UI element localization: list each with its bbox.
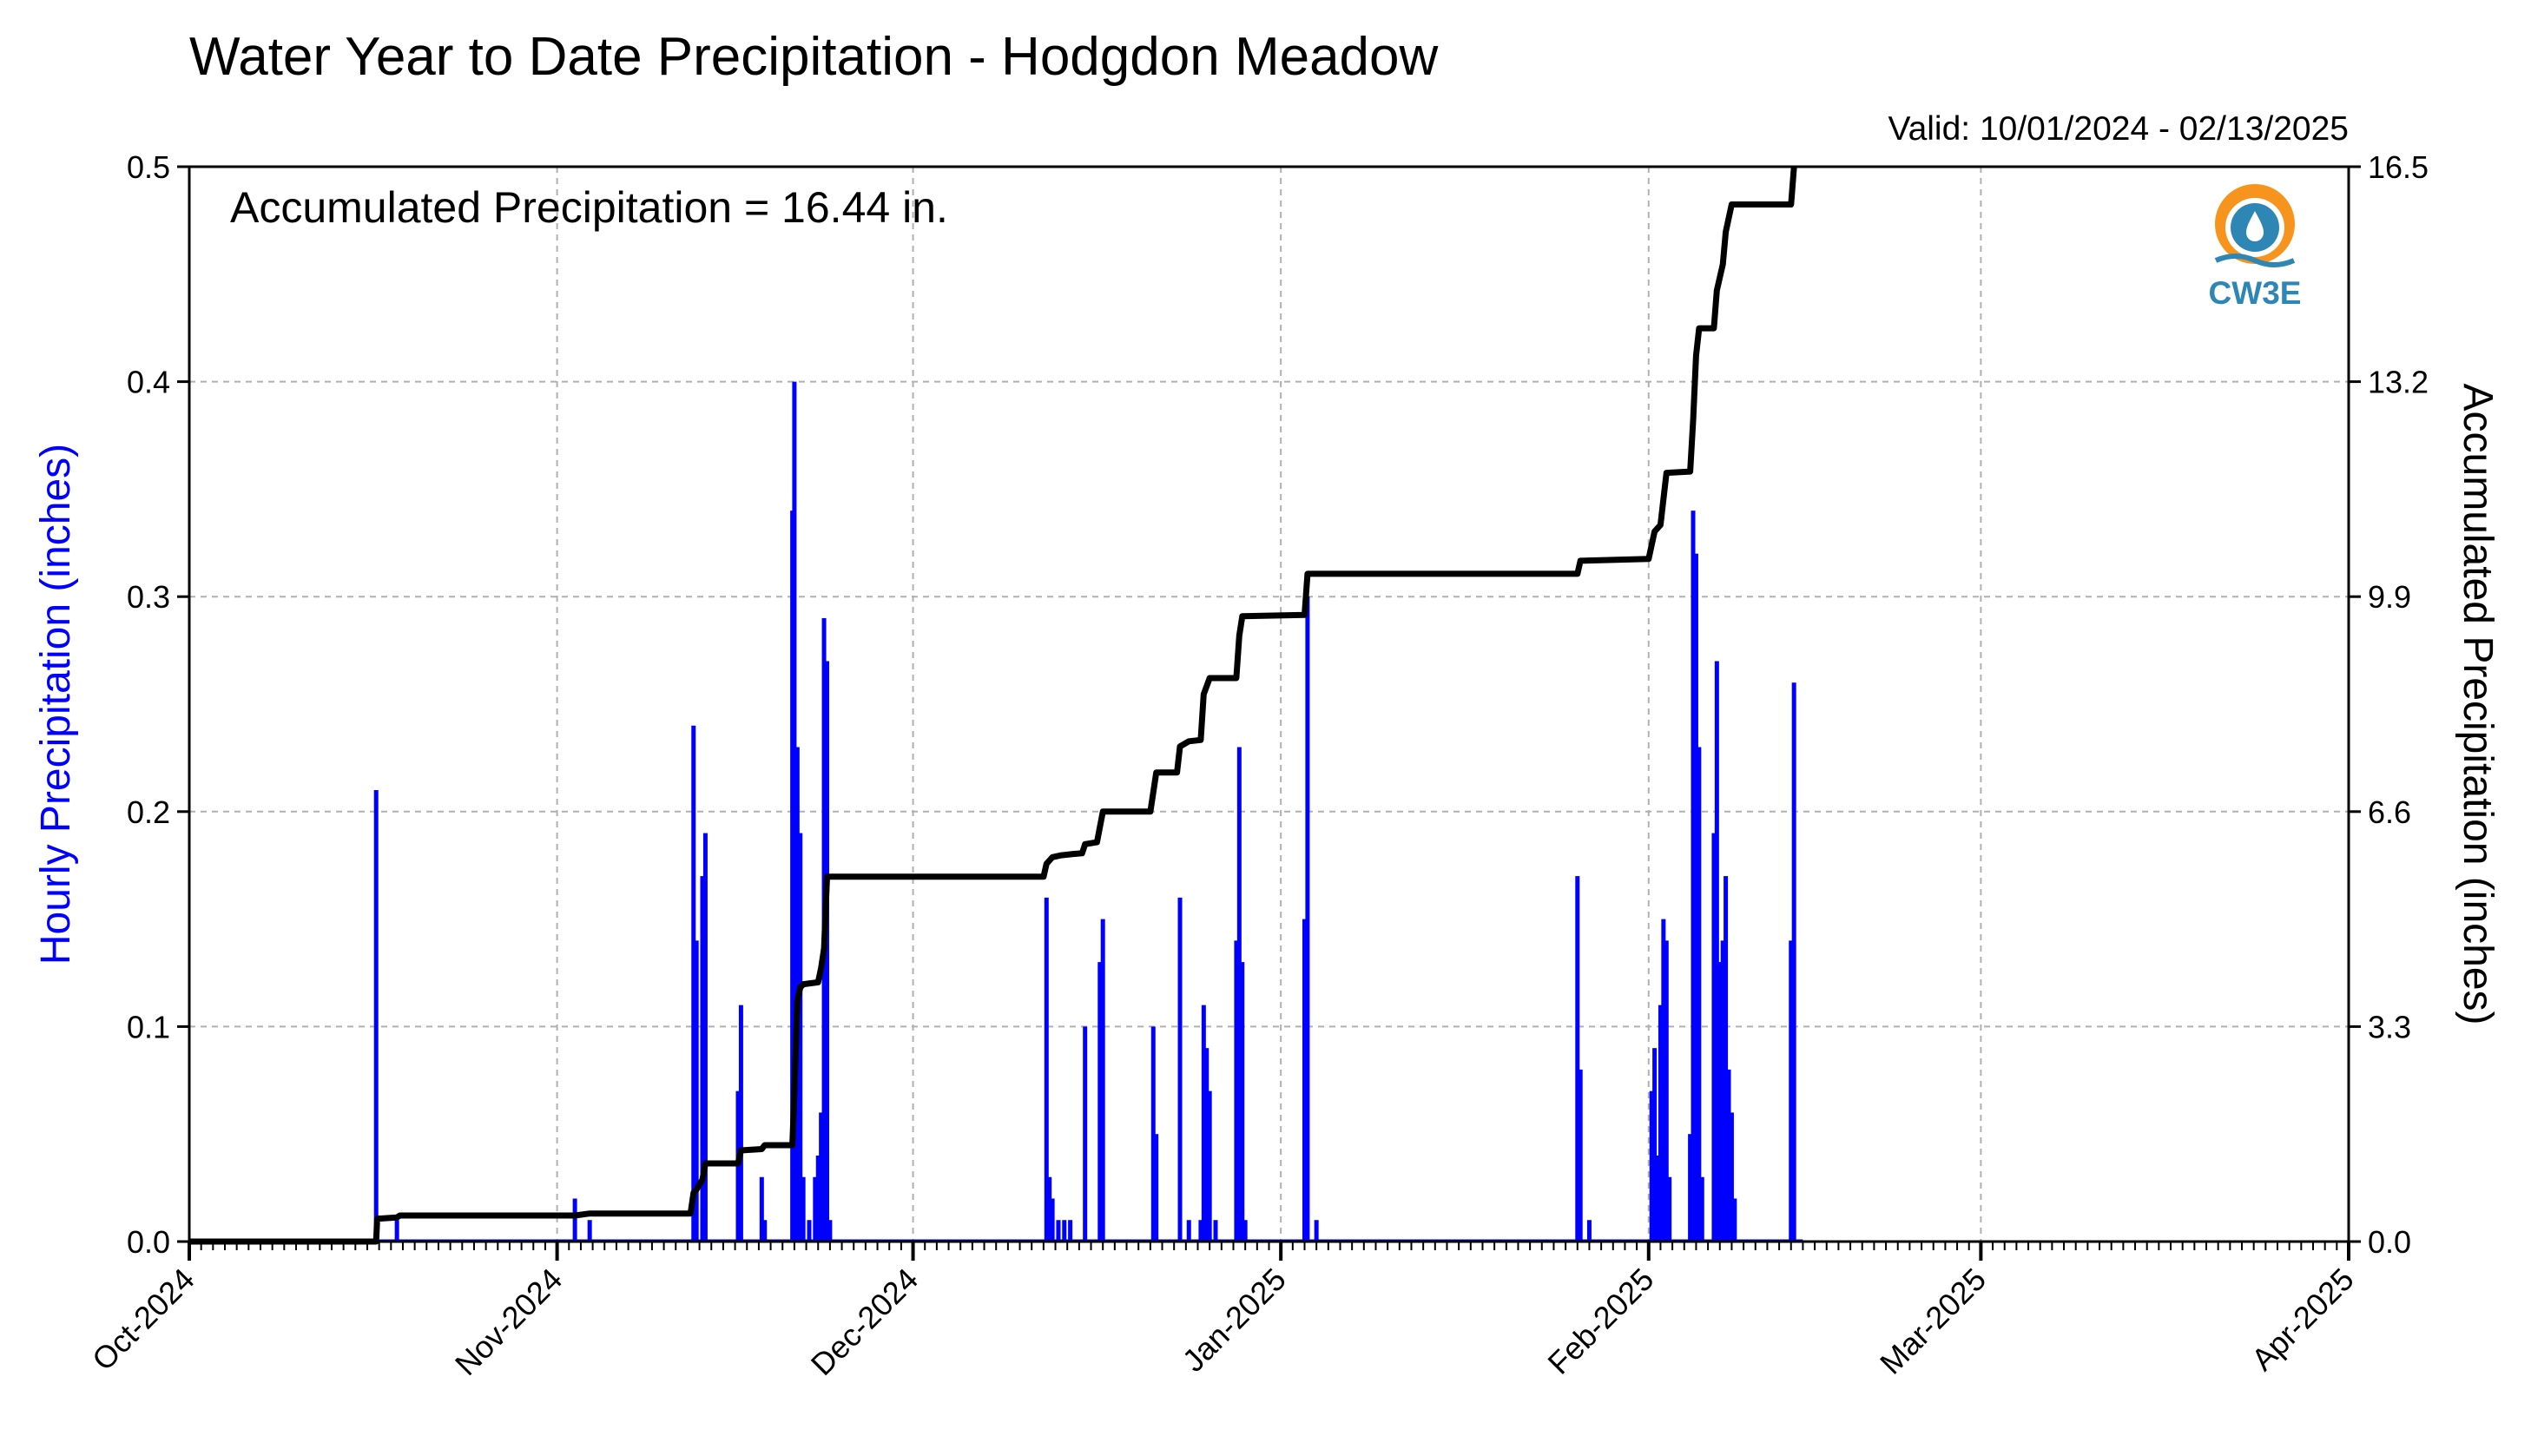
hourly-precip-bar bbox=[1789, 940, 1794, 1242]
hourly-precip-bar bbox=[694, 940, 699, 1242]
hourly-precip-bar bbox=[1097, 962, 1103, 1242]
hourly-precip-bar bbox=[1242, 1220, 1248, 1242]
hourly-precip-bar bbox=[1649, 1090, 1654, 1242]
hourly-precip-bar bbox=[1652, 1048, 1658, 1242]
left-y-tick-label: 0.5 bbox=[127, 149, 170, 185]
right-y-tick-label: 9.9 bbox=[2368, 579, 2411, 615]
hourly-precip-bar bbox=[738, 1005, 743, 1242]
hourly-precip-bar bbox=[1047, 1176, 1052, 1242]
hourly-precip-bar bbox=[691, 725, 696, 1242]
hourly-precip-bar bbox=[1699, 1176, 1704, 1242]
hourly-precip-bar bbox=[813, 1176, 818, 1242]
hourly-precip-bar bbox=[824, 661, 829, 1242]
hourly-precip-bar bbox=[827, 1220, 833, 1242]
hourly-precip-bar bbox=[1204, 1048, 1209, 1242]
hourly-precip-bar bbox=[700, 876, 705, 1242]
hourly-precip-bar bbox=[807, 1220, 812, 1242]
hourly-precip-bar bbox=[1240, 962, 1245, 1242]
hourly-precip-bar bbox=[1154, 1134, 1159, 1242]
right-y-tick-label: 0.0 bbox=[2368, 1224, 2411, 1260]
left-y-tick-label: 0.1 bbox=[127, 1009, 170, 1044]
right-y-axis: 0.0 3.3 6.6 9.9 13.2 16.5 bbox=[2349, 149, 2429, 1260]
hourly-precip-bar bbox=[1177, 897, 1183, 1242]
hourly-precip-bar bbox=[1150, 1026, 1156, 1242]
hourly-precip-bar bbox=[1586, 1220, 1592, 1242]
hourly-precip-bar bbox=[1726, 1069, 1731, 1242]
hourly-precip-bars bbox=[189, 381, 1803, 1242]
hourly-precip-bar bbox=[1720, 940, 1725, 1242]
hourly-precip-bar bbox=[1661, 919, 1666, 1242]
left-y-tick-label: 0.4 bbox=[127, 365, 170, 400]
left-y-tick-label: 0.3 bbox=[127, 579, 170, 615]
hourly-precip-bar bbox=[1050, 1198, 1055, 1242]
hourly-precip-bar bbox=[373, 790, 379, 1242]
hourly-precip-bar bbox=[1693, 553, 1698, 1242]
right-y-axis-label: Accumulated Precipitation (inches) bbox=[2455, 383, 2501, 1024]
hourly-precip-bar bbox=[1717, 962, 1723, 1242]
chart-title: Water Year to Date Precipitation - Hodgd… bbox=[189, 27, 1439, 87]
hourly-precip-bar bbox=[1791, 682, 1796, 1242]
logo-droplet-icon bbox=[2246, 211, 2264, 241]
hourly-precip-bar bbox=[572, 1198, 577, 1242]
right-y-tick-label: 6.6 bbox=[2368, 794, 2411, 830]
hourly-precip-bar bbox=[798, 833, 803, 1242]
hourly-precip-bar bbox=[1658, 1005, 1663, 1242]
right-y-tick-label: 13.2 bbox=[2368, 365, 2429, 400]
valid-date-range: Valid: 10/01/2024 - 02/13/2025 bbox=[1888, 110, 2349, 148]
hourly-precip-bar bbox=[1688, 1134, 1693, 1242]
hourly-precip-bar bbox=[762, 1220, 768, 1242]
hourly-precip-bar bbox=[1100, 919, 1105, 1242]
hourly-precip-bar bbox=[815, 1155, 821, 1242]
hourly-precip-bar bbox=[587, 1220, 592, 1242]
hourly-precip-bar bbox=[801, 1176, 806, 1242]
hourly-precip-bar bbox=[1234, 940, 1239, 1242]
hourly-precip-bar bbox=[1711, 833, 1717, 1242]
hourly-precip-bar bbox=[1044, 897, 1049, 1242]
hourly-precip-bar bbox=[1198, 1220, 1203, 1242]
hourly-precip-bar bbox=[1714, 661, 1719, 1242]
hourly-precip-bar bbox=[1575, 876, 1580, 1242]
hourly-precip-bar bbox=[1302, 919, 1307, 1242]
hourly-precip-bar bbox=[1697, 747, 1702, 1242]
hourly-precip-bar bbox=[819, 1112, 824, 1242]
hourly-precip-bar bbox=[1213, 1220, 1218, 1242]
hourly-precip-bar bbox=[1083, 1026, 1088, 1242]
hourly-precip-bar bbox=[792, 381, 797, 1242]
hourly-precip-bar bbox=[1724, 876, 1729, 1242]
hourly-precip-bar bbox=[1207, 1090, 1212, 1242]
hourly-precip-bar bbox=[1314, 1220, 1319, 1242]
hourly-precip-bar bbox=[1068, 1220, 1073, 1242]
hourly-precip-bar bbox=[1729, 1112, 1734, 1242]
hourly-precip-bar bbox=[1305, 596, 1310, 1242]
left-y-axis-label: Hourly Precipitation (inches) bbox=[33, 444, 79, 965]
hourly-precip-bar bbox=[1236, 747, 1242, 1242]
hourly-precip-bar bbox=[1201, 1005, 1206, 1242]
hourly-precip-bar bbox=[1062, 1220, 1067, 1242]
hourly-precip-bar bbox=[702, 833, 708, 1242]
left-y-tick-label: 0.2 bbox=[127, 794, 170, 830]
accumulated-total-annotation: Accumulated Precipitation = 16.44 in. bbox=[230, 183, 948, 232]
hourly-precip-bar bbox=[1186, 1220, 1191, 1242]
hourly-precip-bar bbox=[1655, 1155, 1660, 1242]
hourly-precip-bar bbox=[1664, 940, 1669, 1242]
hourly-precip-bar bbox=[1667, 1176, 1672, 1242]
hourly-precip-bar bbox=[759, 1176, 764, 1242]
logo-text: CW3E bbox=[2209, 275, 2302, 311]
accumulated-precip-line bbox=[189, 166, 1797, 1245]
hourly-precip-bar bbox=[1732, 1198, 1737, 1242]
left-y-axis: 0.0 0.1 0.2 0.3 0.4 0.5 bbox=[127, 149, 189, 1260]
grid-lines bbox=[189, 167, 2349, 1242]
logo-wave-icon bbox=[2214, 254, 2296, 267]
right-y-tick-label: 3.3 bbox=[2368, 1009, 2411, 1044]
hourly-precip-bar bbox=[394, 1220, 399, 1242]
hourly-precip-bar bbox=[1578, 1069, 1583, 1242]
right-y-tick-label: 16.5 bbox=[2368, 149, 2429, 185]
cw3e-logo: CW3E bbox=[2209, 184, 2302, 311]
left-y-tick-label: 0.0 bbox=[127, 1224, 170, 1260]
hourly-precip-bar bbox=[1691, 511, 1696, 1242]
hourly-precip-bar bbox=[1056, 1220, 1061, 1242]
